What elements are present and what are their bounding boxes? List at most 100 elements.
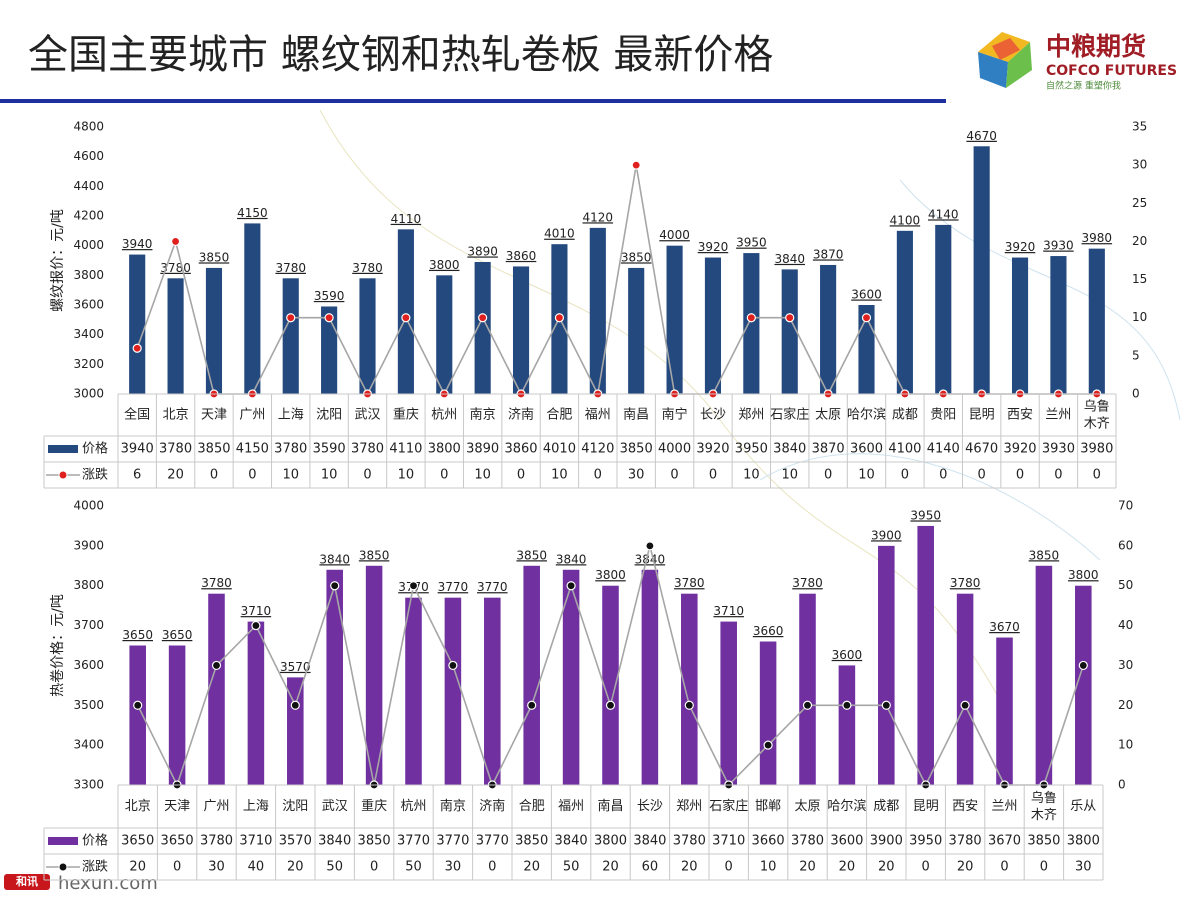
bar [1050,256,1067,394]
data-label: 3930 [1043,239,1074,253]
table-cell: 4670 [965,442,998,457]
table-cell: 10 [321,468,338,483]
bar [602,585,619,785]
data-label: 3900 [871,528,902,542]
data-label: 3770 [438,580,469,594]
legend-swatch [58,470,68,480]
x-tick-label: 天津 [164,799,190,814]
bar [917,525,934,785]
x-tick-label: 石家庄 [770,407,809,423]
data-label: 3710 [241,604,272,618]
table-cell: 0 [939,468,947,483]
table-cell: 3840 [318,834,351,849]
bar [956,593,974,785]
bar [129,254,146,394]
line-marker [478,313,488,323]
table-cell: 3980 [1080,442,1113,457]
x-tick-label: 太原 [794,799,820,814]
x-tick-label: 南京 [470,407,496,423]
table-cell: 0 [248,468,256,483]
table-cell: 0 [725,860,733,875]
table-cell: 3850 [515,834,548,849]
x-tick-label: 福州 [558,799,584,814]
line-marker [286,313,296,323]
table-cell: 3710 [239,834,272,849]
table-cell: 10 [743,468,760,483]
table-cell: 3780 [791,834,824,849]
table-cell: 3770 [397,834,430,849]
table-cell: 3920 [696,442,729,457]
bar [996,637,1013,785]
x-tick-label: 乌鲁木齐 [1084,398,1110,431]
bar [474,261,491,394]
table-cell: 3770 [436,834,469,849]
line-marker [785,313,795,323]
x-tick-label: 西安 [952,799,978,814]
table-cell: 3770 [476,834,509,849]
table-cell: 3600 [850,442,883,457]
line-marker [132,343,142,353]
bar [205,267,223,394]
table-cell: 10 [551,468,568,483]
table-cell: 0 [517,468,525,483]
table-cell: 30 [1075,860,1092,875]
x-tick-label: 北京 [163,408,189,423]
data-label: 3660 [753,624,784,638]
data-label: 3780 [352,261,383,275]
legend-entry: 价格 [82,441,108,457]
data-label: 4120 [583,210,614,224]
bar [167,278,184,394]
data-label: 3890 [467,244,498,258]
table-cell: 0 [488,860,496,875]
data-label: 3920 [698,240,729,254]
y-tick-label: 4800 [73,120,104,134]
table-cell: 10 [398,468,415,483]
table-cell: 0 [1000,860,1008,875]
y-tick-label: 3600 [73,658,104,672]
x-tick-label: 全国 [124,407,150,423]
footer-badge-bg [4,874,50,890]
y2-tick-label: 25 [1132,196,1147,210]
data-label: 3860 [506,249,537,263]
charts: 3000320034003600380040004200440046004800… [43,120,1147,881]
table-cell: 3800 [428,442,461,457]
bar [720,621,737,785]
table-cell: 3930 [1042,442,1075,457]
line-marker [684,700,694,710]
table-cell: 0 [173,860,181,875]
bar [321,306,338,394]
data-label: 4110 [391,212,422,226]
y2-tick-label: 30 [1118,658,1133,672]
table-cell: 20 [602,860,619,875]
table-cell: 50 [563,860,580,875]
data-label: 3780 [275,261,306,275]
x-tick-label: 沈阳 [316,408,342,423]
table-cell: 6 [133,468,141,483]
bar [444,597,462,785]
line-marker [211,660,222,671]
x-tick-label: 长沙 [637,799,663,814]
bar [397,229,414,394]
line-marker [1078,660,1088,671]
bar [666,245,683,394]
table-cell: 3840 [773,442,806,457]
bar [838,665,856,785]
table-cell: 20 [287,860,304,875]
line-marker [554,313,565,323]
data-label: 3950 [736,236,767,250]
y2-tick-label: 0 [1118,778,1126,792]
x-tick-label: 沈阳 [282,799,308,814]
table-cell: 3870 [812,442,845,457]
y2-tick-label: 35 [1132,120,1147,134]
y-tick-label: 3200 [73,357,104,371]
table-cell: 3780 [274,442,307,457]
table-cell: 60 [642,860,659,875]
x-tick-label: 合肥 [519,799,545,814]
line-marker [527,700,537,710]
y2-tick-label: 10 [1118,738,1133,752]
table-cell: 4120 [581,442,614,457]
table-cell: 0 [210,468,218,483]
table-cell: 4140 [927,442,960,457]
data-label: 3670 [989,620,1020,634]
table-cell: 20 [799,860,816,875]
